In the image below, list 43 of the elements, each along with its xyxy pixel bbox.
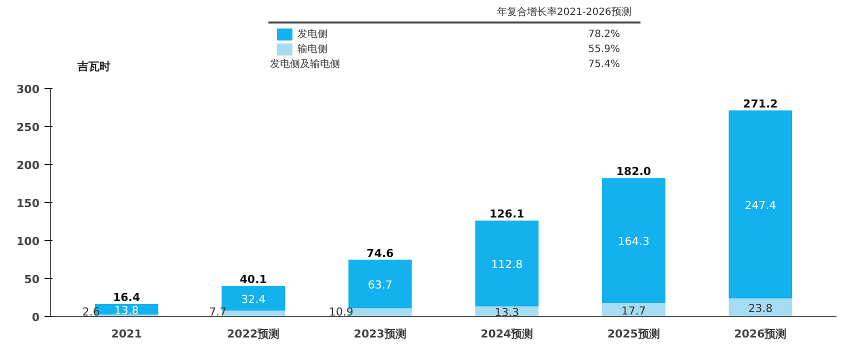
bar: [348, 260, 412, 308]
total-label: 271.2: [743, 97, 778, 110]
x-tick-label: 2021: [111, 328, 142, 340]
y-tick-label: 250: [16, 121, 40, 134]
text: 78.2%: [588, 29, 620, 40]
legend-title: 年复合增长率2021-2026预测: [496, 6, 632, 18]
x-tick-label: 2022预测: [227, 328, 280, 340]
data-label: 13.3: [494, 306, 520, 319]
x-tick-label: 2026预测: [734, 328, 787, 340]
text: 75.4%: [588, 59, 620, 70]
bar: [728, 110, 792, 298]
data-label: 164.3: [618, 235, 650, 248]
text: 发电侧及输电侧: [270, 58, 340, 70]
data-label: 112.8: [491, 258, 523, 272]
y-tick-label: 150: [16, 197, 40, 210]
y-axis-title: 吉瓦时: [76, 60, 111, 73]
total-label: 126.1: [489, 208, 524, 221]
bar: [602, 303, 666, 316]
total-label: 74.6: [366, 246, 394, 260]
legend-label: 输电侧: [297, 43, 328, 55]
bar: [475, 220, 539, 306]
data-label: 247.4: [744, 198, 776, 212]
data-label: 32.4: [241, 292, 266, 306]
data-label: 13.8: [114, 304, 139, 317]
y-tick-label: 0: [32, 311, 40, 324]
data-label: 23.8: [748, 302, 773, 315]
total-label: 182.0: [616, 165, 652, 178]
x-tick-label: 2024预测: [480, 328, 534, 340]
data-label: 7.7: [209, 306, 227, 318]
y-tick-label: 200: [16, 159, 40, 172]
y-tick-label: 100: [16, 235, 40, 248]
bar: [602, 178, 666, 304]
legend-label: 发电侧: [297, 28, 328, 40]
y-tick-label: 50: [24, 273, 40, 286]
x-tick-label: 2023预测: [354, 328, 406, 340]
y-tick-label: 300: [16, 83, 40, 96]
x-tick-label: 2025预测: [607, 328, 660, 340]
data-label: 63.7: [368, 278, 392, 292]
text: 55.9%: [588, 44, 620, 55]
total-label: 16.4: [112, 291, 140, 304]
total-label: 40.1: [240, 273, 267, 286]
data-label: 10.9: [328, 306, 354, 318]
data-label: 17.7: [621, 304, 646, 318]
